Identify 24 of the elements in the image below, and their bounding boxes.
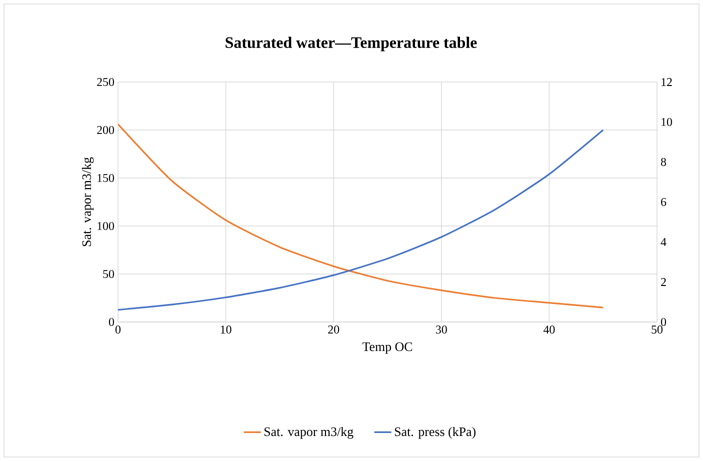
x-tick-label: 0 [115,326,121,334]
y2-tick-label: 2 [661,278,666,286]
x-tick-label: 30 [436,326,447,334]
y2-tick-label: 10 [662,118,672,126]
x-tick-label: 20 [328,326,340,334]
y-tick-label: 0 [108,318,114,326]
x-tick-label: 50 [652,326,663,334]
y-tick-label: 200 [97,126,114,134]
y2-tick-label: 6 [661,198,666,206]
x-tick-label: 10 [220,326,232,334]
x-axis-title: Temp OC [362,342,412,354]
y2-tick-label: 8 [660,158,666,166]
y2-tick-label: 12 [662,78,672,86]
legend-label: Sat. vapor m3/kg [264,426,354,439]
y2-tick-label: 0 [660,318,666,326]
y-tick-label: 250 [97,78,114,86]
chart-title: Saturated water—Temperature table [226,36,477,52]
y-tick-label: 100 [98,222,114,230]
y-tick-label: 50 [103,270,114,278]
y-axis-title: Sat. vapor m3/kg [82,157,94,246]
y-tick-label: 150 [98,174,114,182]
x-tick-label: 40 [543,326,555,334]
legend-label: Sat. press (kPa) [394,426,476,439]
y2-tick-label: 4 [660,238,666,246]
